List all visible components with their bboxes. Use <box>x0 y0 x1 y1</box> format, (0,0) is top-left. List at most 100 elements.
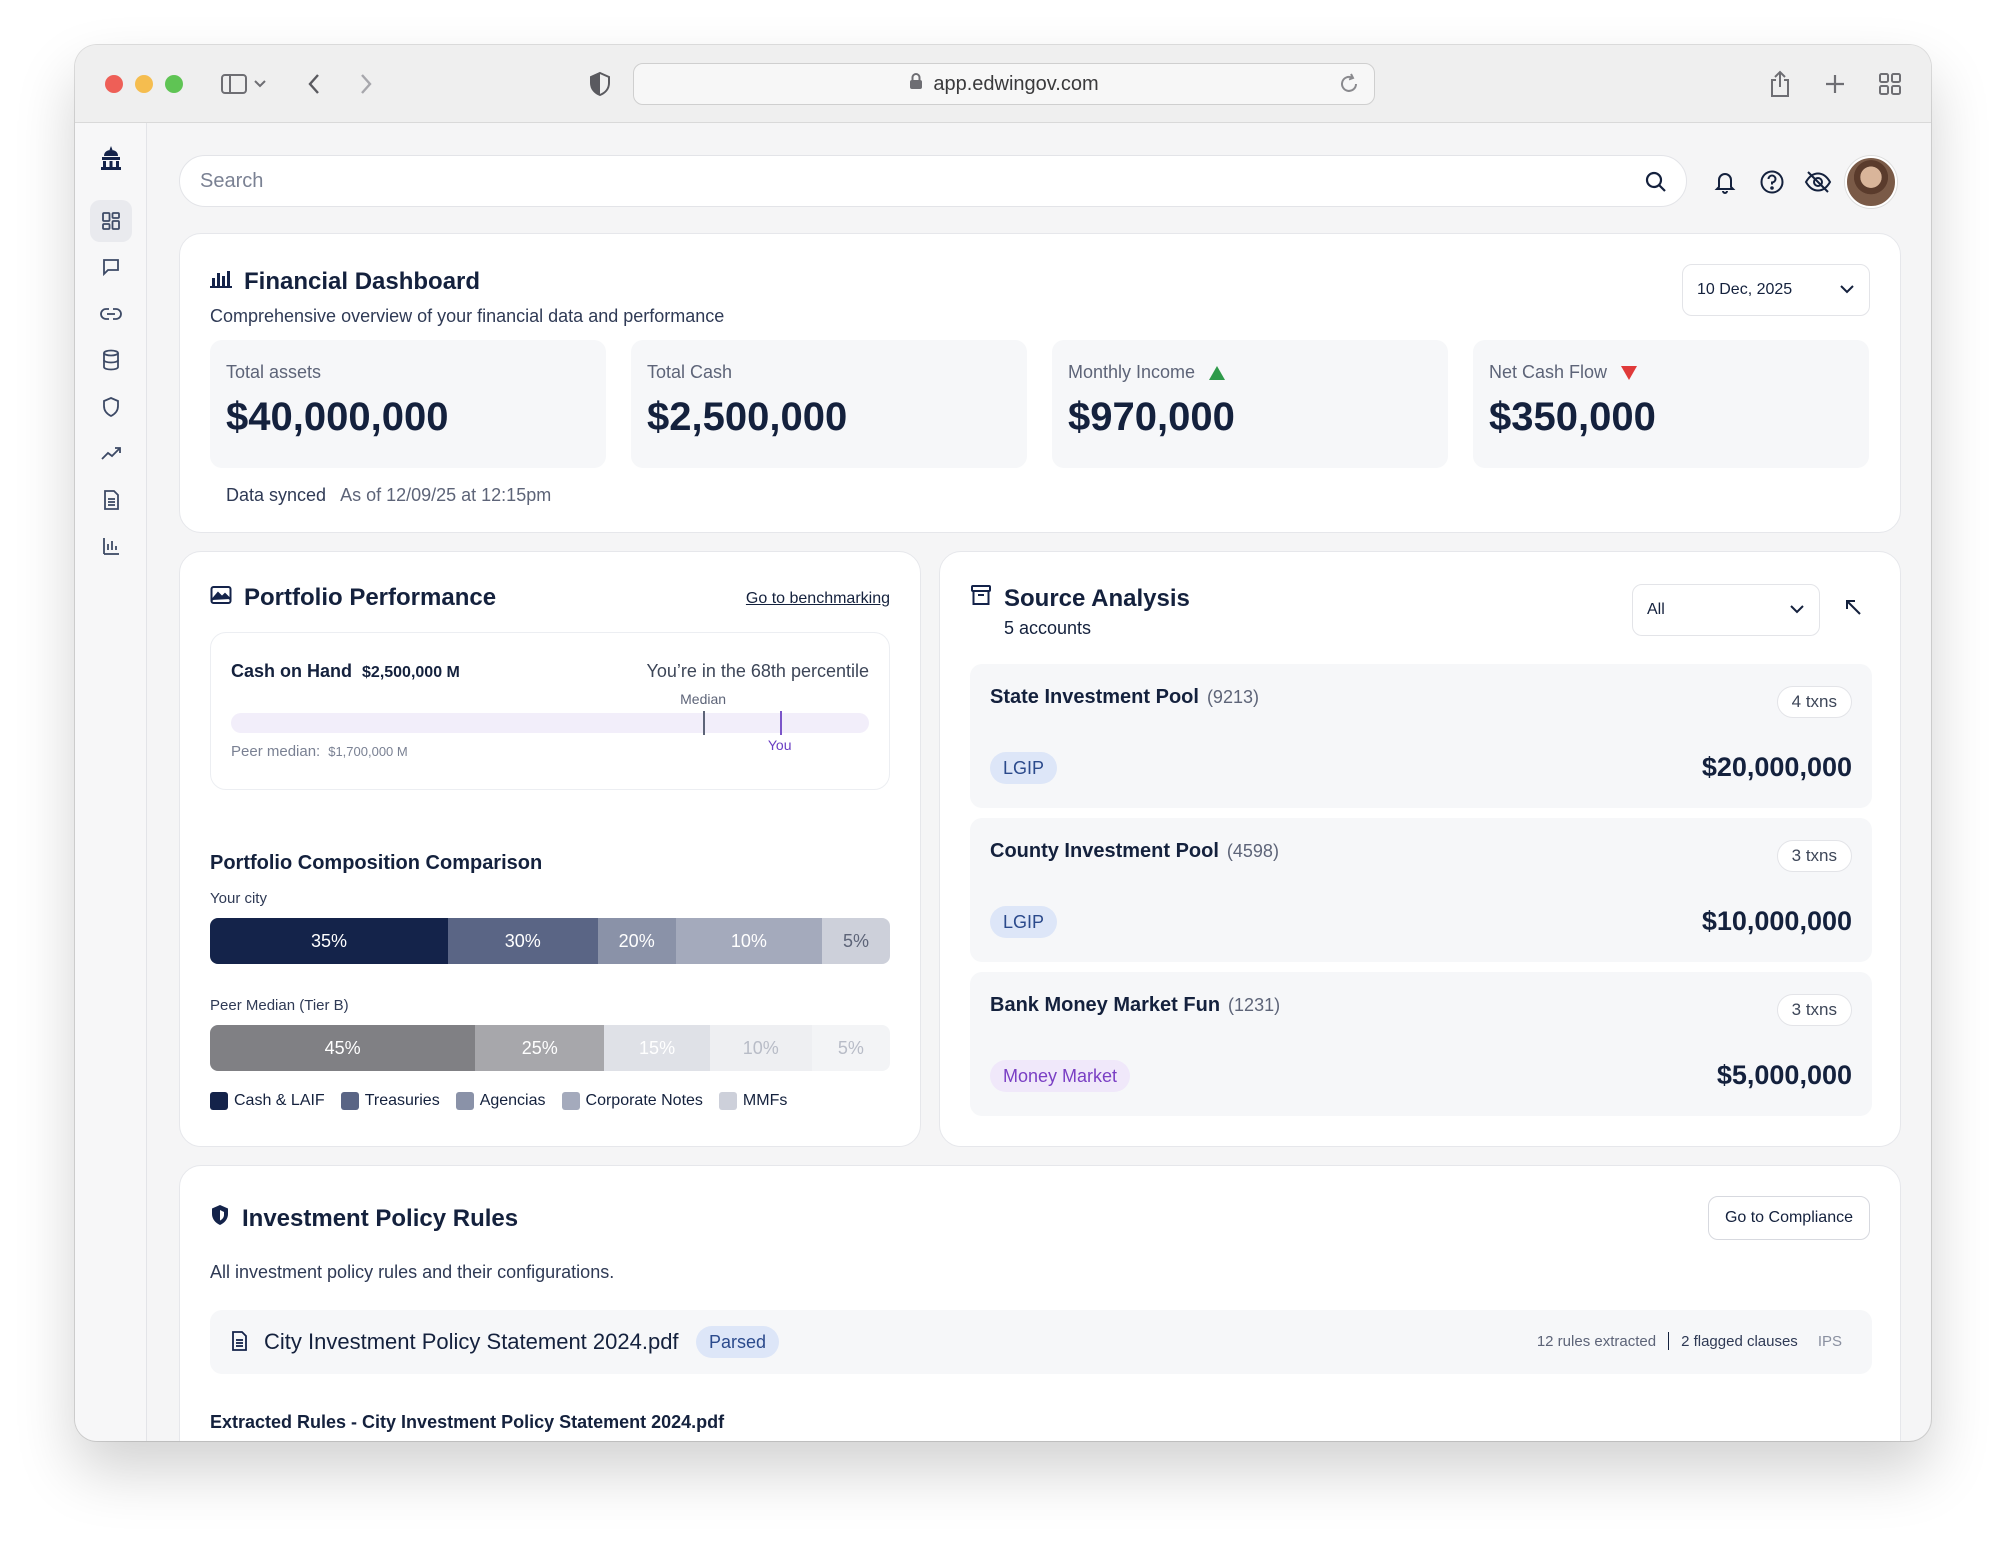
portfolio-title: Portfolio Performance <box>244 584 497 611</box>
account-name: Bank Money Market Fun <box>990 994 1221 1016</box>
dashboard-header: Financial Dashboard <box>210 268 480 296</box>
close-window-button[interactable] <box>105 75 123 93</box>
browser-toolbar: app.edwingov.com <box>75 45 1931 123</box>
source-header: Source Analysis <box>970 584 1190 613</box>
sync-label: Data synced <box>226 485 327 505</box>
account-card[interactable]: Bank Money Market Fun (1231) 3 txns Money… <box>970 972 1872 1116</box>
search-input[interactable] <box>200 169 1600 193</box>
account-card[interactable]: State Investment Pool (9213) 4 txns LGIP … <box>970 664 1872 808</box>
txn-count-badge[interactable]: 4 txns <box>1776 686 1852 718</box>
peer-label: Peer Median (Tier B) <box>210 997 349 1014</box>
stat-net-cash-flow: Net Cash Flow $350,000 <box>1473 340 1869 468</box>
benchmarking-link[interactable]: Go to benchmarking <box>745 590 890 607</box>
composition-segment: 25% <box>475 1025 605 1071</box>
document-icon <box>230 1330 248 1357</box>
account-id: (9213) <box>1206 687 1259 707</box>
hide-values-icon[interactable] <box>1803 167 1833 197</box>
policy-file-name[interactable]: City Investment Policy Statement 2024.pd… <box>264 1329 679 1354</box>
percentile-track: Median You <box>231 691 869 753</box>
sidebar-item-documents-icon[interactable] <box>90 479 132 521</box>
cash-on-hand-panel: Cash on Hand $2,500,000 M You’re in the … <box>210 632 890 790</box>
chevron-down-icon <box>1839 281 1855 299</box>
date-picker[interactable]: 10 Dec, 2025 <box>1682 264 1870 316</box>
forward-icon[interactable] <box>349 67 383 101</box>
stat-label: Total assets <box>226 362 322 382</box>
chevron-down-icon <box>1789 601 1805 619</box>
investment-policy-card: Investment Policy Rules Go to Compliance… <box>179 1165 1901 1441</box>
composition-segment: 10% <box>709 1025 812 1071</box>
legend-item: Agencias <box>455 1092 546 1110</box>
account-type-tag: Money Market <box>990 1060 1131 1092</box>
filter-value: All <box>1647 601 1665 618</box>
app-logo-icon[interactable] <box>90 137 132 179</box>
file-meta: 12 rules extracted 2 flagged clauses IPS <box>1537 1332 1842 1350</box>
sidebar-item-messages-icon[interactable] <box>90 246 132 288</box>
browser-window: app.edwingov.com <box>75 45 1931 1441</box>
main-content: Financial Dashboard Comprehensive overvi… <box>147 123 1931 1441</box>
stat-label-row: Monthly Income <box>1068 362 1432 383</box>
account-count: 5 accounts <box>1004 618 1092 638</box>
flagged-clauses-count: 2 flagged clauses <box>1681 1332 1798 1350</box>
account-name-row: State Investment Pool (9213) <box>990 686 1259 709</box>
legend-label: Treasuries <box>364 1092 440 1109</box>
account-card[interactable]: County Investment Pool (4598) 3 txns LGIP… <box>970 818 1872 962</box>
stat-value: $970,000 <box>1068 395 1235 439</box>
peer-median-row: Peer median: $1,700,000 M <box>231 743 408 760</box>
composition-segment: 35% <box>210 918 448 964</box>
tab-overview-icon[interactable] <box>1873 67 1907 101</box>
txn-count-badge[interactable]: 3 txns <box>1776 994 1852 1026</box>
sync-time: As of 12/09/25 at 12:15pm <box>340 485 552 505</box>
trend-down-icon <box>1621 365 1638 380</box>
legend-item: MMFs <box>718 1092 787 1110</box>
txn-count-badge[interactable]: 3 txns <box>1776 840 1852 872</box>
collapse-arrow-icon[interactable] <box>1844 598 1864 623</box>
trend-up-icon <box>1209 365 1226 380</box>
shield-privacy-icon[interactable] <box>583 67 617 101</box>
notifications-bell-icon[interactable] <box>1710 167 1740 197</box>
stat-label: Net Cash Flow <box>1489 362 1608 382</box>
user-avatar[interactable] <box>1845 156 1897 208</box>
help-icon[interactable] <box>1757 167 1787 197</box>
sidebar-item-link-icon[interactable] <box>90 293 132 335</box>
stat-total-assets: Total assets $40,000,000 <box>210 340 606 468</box>
search-bar[interactable] <box>179 155 1687 207</box>
zoom-window-button[interactable] <box>165 75 183 93</box>
share-icon[interactable] <box>1763 67 1797 101</box>
cash-row: Cash on Hand $2,500,000 M <box>231 661 460 682</box>
divider <box>1668 1332 1670 1350</box>
back-icon[interactable] <box>297 67 331 101</box>
address-bar[interactable]: app.edwingov.com <box>633 63 1375 105</box>
page-subtitle: Comprehensive overview of your financial… <box>210 306 725 326</box>
minimize-window-button[interactable] <box>135 75 153 93</box>
go-to-compliance-button[interactable]: Go to Compliance <box>1707 1196 1870 1240</box>
sync-status: Data synced As of 12/09/25 at 12:15pm <box>226 485 551 506</box>
sidebar-item-trends-icon[interactable] <box>90 432 132 474</box>
chevron-down-icon[interactable] <box>249 67 271 101</box>
stat-label: Total Cash <box>647 362 733 382</box>
legend-swatch <box>718 1092 737 1110</box>
you-marker <box>779 711 782 735</box>
sidebar-item-database-icon[interactable] <box>90 339 132 381</box>
parsed-status-badge: Parsed <box>696 1326 780 1358</box>
composition-segment: 30% <box>448 918 598 964</box>
median-label: Median <box>680 691 727 707</box>
new-tab-icon[interactable] <box>1818 67 1852 101</box>
account-filter-select[interactable]: All <box>1632 584 1820 636</box>
account-type-tag: LGIP <box>990 906 1058 938</box>
legend-swatch <box>210 1092 228 1110</box>
composition-title: Portfolio Composition Comparison <box>210 852 543 874</box>
reload-icon[interactable] <box>1338 73 1360 101</box>
portfolio-performance-card: Portfolio Performance Go to benchmarking… <box>179 551 921 1147</box>
archive-box-icon <box>970 584 992 613</box>
stat-value: $350,000 <box>1489 395 1656 439</box>
legend-item: Corporate Notes <box>561 1092 703 1110</box>
sidebar-item-reports-icon[interactable] <box>90 525 132 567</box>
sidebar-toggle-icon[interactable] <box>217 67 251 101</box>
policy-file-row[interactable]: City Investment Policy Statement 2024.pd… <box>210 1310 1872 1374</box>
sidebar-item-security-icon[interactable] <box>90 386 132 428</box>
financial-dashboard-card: Financial Dashboard Comprehensive overvi… <box>179 233 1901 533</box>
your-city-label: Your city <box>210 890 267 907</box>
sidebar-item-dashboard-icon[interactable] <box>90 200 132 242</box>
search-icon[interactable] <box>1644 170 1668 199</box>
source-title: Source Analysis <box>1004 584 1190 612</box>
